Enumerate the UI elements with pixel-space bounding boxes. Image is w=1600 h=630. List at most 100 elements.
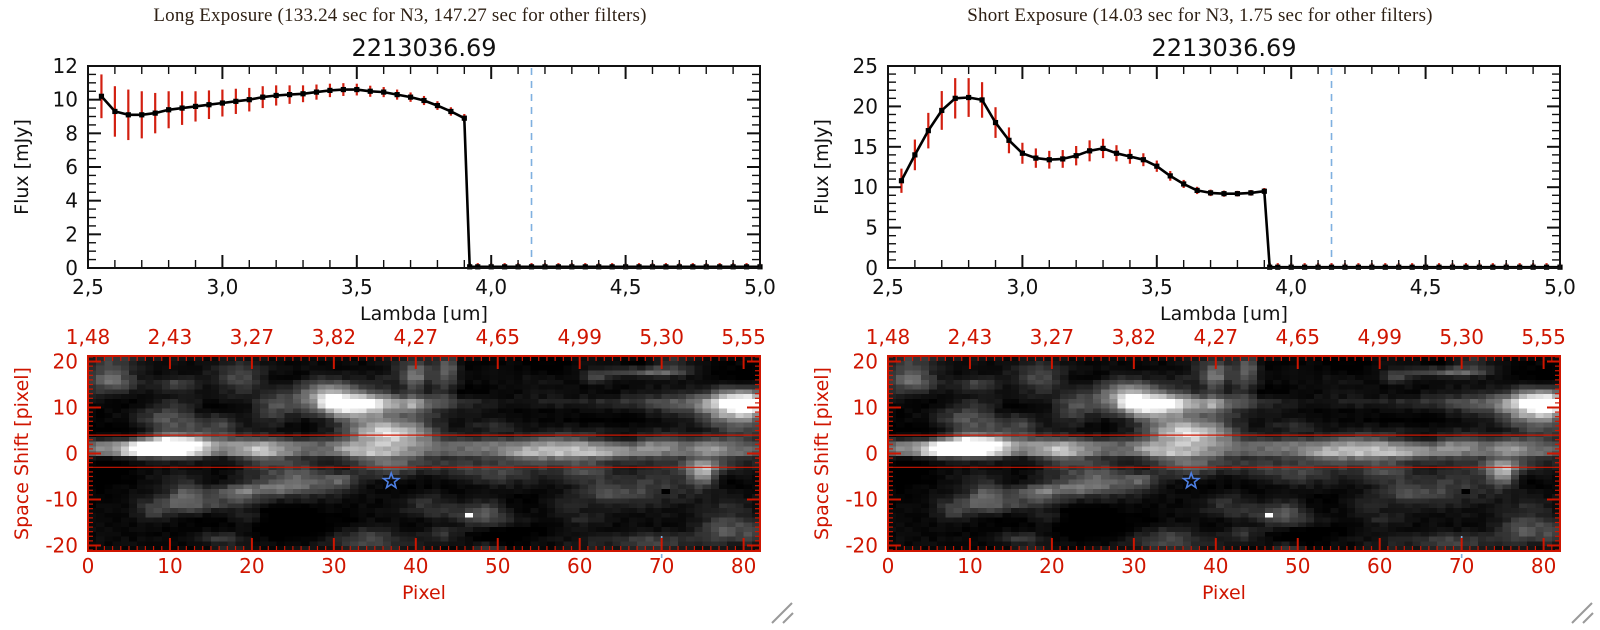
space-shift-tick-label: 0 xyxy=(65,442,78,466)
pixel-tick-label: 40 xyxy=(403,554,428,578)
wavelength-tick-label: 5,55 xyxy=(1521,325,1566,349)
pixel-tick-label: 80 xyxy=(731,554,756,578)
pixel-tick-label: 80 xyxy=(1531,554,1556,578)
lambda-tick-label: 4,5 xyxy=(1410,275,1442,299)
pixel-tick-label: 70 xyxy=(1449,554,1474,578)
wavelength-tick-label: 3,27 xyxy=(1030,325,1075,349)
wavelength-tick-label: 4,99 xyxy=(557,325,602,349)
pixel-tick-label: 50 xyxy=(1285,554,1310,578)
flux-curve xyxy=(100,88,760,269)
wavelength-tick-label: 2,43 xyxy=(148,325,193,349)
pixel-tick-label: 20 xyxy=(239,554,264,578)
space-shift-tick-label: -20 xyxy=(45,533,78,557)
space-shift-tick-label: 0 xyxy=(865,442,878,466)
pixel-axis-title: Pixel xyxy=(1202,582,1246,604)
spectral-image-plot xyxy=(87,355,761,558)
wavelength-tick-label: 3,82 xyxy=(1112,325,1157,349)
flux-markers xyxy=(898,94,1563,270)
spectral-2d-image xyxy=(88,356,760,551)
space-shift-tick-label: -10 xyxy=(45,487,78,511)
flux-tick-label: 15 xyxy=(853,135,878,159)
wavelength-tick-label: 5,30 xyxy=(639,325,684,349)
wavelength-tick-label: 5,55 xyxy=(721,325,766,349)
short-exposure-header: Short Exposure (14.03 sec for N3, 1.75 s… xyxy=(967,5,1433,26)
spectrum-axes xyxy=(887,65,1561,269)
lambda-tick-label: 5,0 xyxy=(1544,275,1576,299)
long-exposure-panel: Long Exposure (133.24 sec for N3, 147.27… xyxy=(11,5,794,624)
spectral-2d-image xyxy=(888,356,1560,551)
space-shift-tick-label: -20 xyxy=(845,533,878,557)
flux-tick-label: 6 xyxy=(65,155,78,179)
star-marker xyxy=(1181,470,1201,490)
flux-axis-title: Flux [mJy] xyxy=(11,119,33,215)
image-axes xyxy=(887,355,1561,552)
flux-tick-label: 20 xyxy=(853,94,878,118)
flux-markers xyxy=(98,86,763,270)
lambda-tick-label: 5,0 xyxy=(744,275,776,299)
resize-grip[interactable] xyxy=(1571,602,1594,624)
wavelength-tick-label: 4,27 xyxy=(394,325,439,349)
long-exposure-plot: 2213036.69 2,5 3,0 3,5 4,0 4,5 5,0 0 2 4 6 8 10 12 Lam… xyxy=(11,34,794,624)
flux-tick-label: 10 xyxy=(53,88,78,112)
flux-tick-label: 0 xyxy=(65,256,78,280)
lambda-axis-title: Lambda [um] xyxy=(360,303,488,325)
short-exposure-panel: Short Exposure (14.03 sec for N3, 1.75 s… xyxy=(800,0,1600,630)
flux-tick-label: 0 xyxy=(865,256,878,280)
wavelength-tick-label: 3,82 xyxy=(312,325,357,349)
wavelength-tick-label: 2,43 xyxy=(948,325,993,349)
pixel-tick-label: 0 xyxy=(882,554,895,578)
lambda-tick-label: 3,0 xyxy=(206,275,238,299)
long-exposure-header: Long Exposure (133.24 sec for N3, 147.27… xyxy=(153,5,647,26)
space-shift-tick-label: 20 xyxy=(53,350,78,374)
wavelength-tick-label: 3,27 xyxy=(230,325,275,349)
lambda-tick-label: 3,5 xyxy=(1141,275,1173,299)
plot-title: 2213036.69 xyxy=(1151,34,1296,62)
lambda-tick-label: 4,0 xyxy=(475,275,507,299)
space-shift-tick-label: 10 xyxy=(53,396,78,420)
short-exposure-plot: 2213036.69 2,5 3,0 3,5 4,0 4,5 5,0 0 5 10 15 20 25 La… xyxy=(811,34,1594,624)
lambda-tick-label: 4,5 xyxy=(610,275,642,299)
lambda-tick-label: 2,5 xyxy=(72,275,104,299)
flux-axis-title: Flux [mJy] xyxy=(811,119,833,215)
spectrum-plot xyxy=(887,65,1563,270)
resize-grip[interactable] xyxy=(771,602,794,624)
star-marker xyxy=(381,470,401,490)
flux-tick-label: 25 xyxy=(853,54,878,78)
flux-tick-label: 2 xyxy=(65,222,78,246)
spectral-image-plot xyxy=(887,355,1561,558)
flux-tick-label: 10 xyxy=(853,175,878,199)
error-bars xyxy=(900,78,1562,267)
flux-curve xyxy=(900,96,1560,269)
wavelength-tick-label: 4,99 xyxy=(1357,325,1402,349)
wavelength-tick-label: 5,30 xyxy=(1439,325,1484,349)
pixel-tick-label: 20 xyxy=(1039,554,1064,578)
pixel-tick-label: 60 xyxy=(1367,554,1392,578)
pixel-axis-title: Pixel xyxy=(402,582,446,604)
wavelength-tick-label: 4,27 xyxy=(1194,325,1239,349)
pixel-tick-label: 50 xyxy=(485,554,510,578)
lambda-tick-label: 2,5 xyxy=(872,275,904,299)
space-shift-axis-title: Space Shift [pixel] xyxy=(11,367,33,540)
space-shift-axis-title: Space Shift [pixel] xyxy=(811,367,833,540)
wavelength-tick-label: 1,48 xyxy=(866,325,911,349)
pixel-tick-label: 70 xyxy=(649,554,674,578)
lambda-tick-label: 3,5 xyxy=(341,275,373,299)
space-shift-tick-label: 20 xyxy=(853,350,878,374)
flux-tick-label: 5 xyxy=(865,216,878,240)
space-shift-tick-label: -10 xyxy=(845,487,878,511)
pixel-tick-label: 30 xyxy=(1121,554,1146,578)
pixel-tick-label: 10 xyxy=(157,554,182,578)
flux-tick-label: 8 xyxy=(65,121,78,145)
pixel-tick-label: 60 xyxy=(567,554,592,578)
lambda-tick-label: 3,0 xyxy=(1006,275,1038,299)
pixel-tick-label: 10 xyxy=(957,554,982,578)
lambda-axis-title: Lambda [um] xyxy=(1160,303,1288,325)
flux-tick-label: 4 xyxy=(65,189,78,213)
lambda-tick-label: 4,0 xyxy=(1275,275,1307,299)
spectrum-plot xyxy=(87,65,763,270)
pixel-tick-label: 30 xyxy=(321,554,346,578)
spectrum-axes xyxy=(87,65,761,269)
wavelength-tick-label: 4,65 xyxy=(475,325,520,349)
pixel-tick-label: 0 xyxy=(82,554,95,578)
